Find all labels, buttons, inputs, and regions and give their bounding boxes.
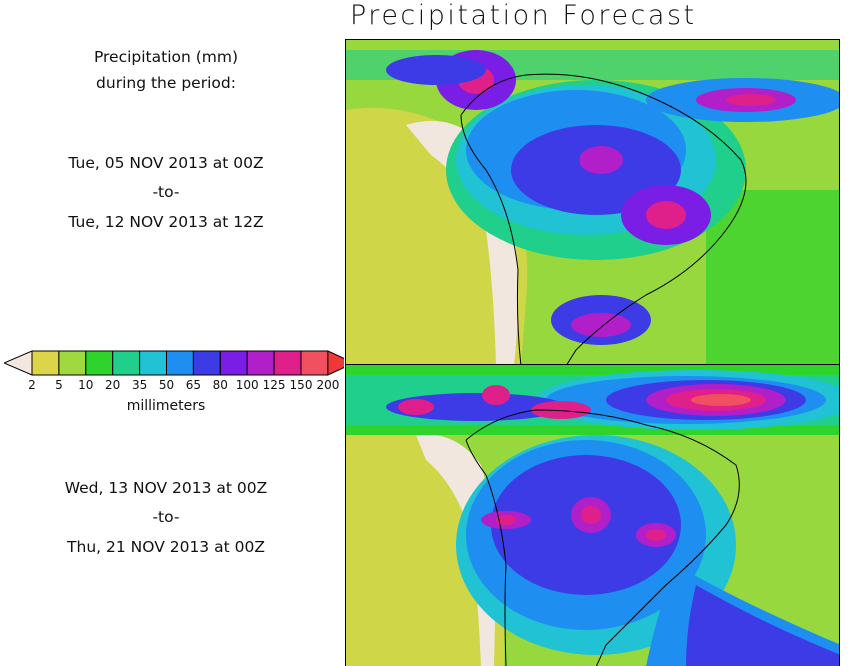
period1-start: Tue, 05 NOV 2013 at 00Z xyxy=(68,154,264,172)
map-week2 xyxy=(345,364,840,666)
page-title: Precipitation Forecast xyxy=(350,0,697,31)
legend-tick-label: 35 xyxy=(131,378,148,392)
legend-tick-label: 65 xyxy=(185,378,202,392)
legend-tick-label: 20 xyxy=(105,378,121,392)
header-line-2: during the period: xyxy=(96,74,236,92)
legend-swatch xyxy=(31,350,60,376)
legend-units: millimeters xyxy=(126,398,206,414)
legend-swatch xyxy=(85,350,114,376)
period1-separator: -to- xyxy=(152,183,180,201)
color-legend xyxy=(4,350,344,376)
legend-tick-label: 125 xyxy=(262,378,286,392)
legend-swatch xyxy=(112,350,141,376)
header-line-1: Precipitation (mm) xyxy=(93,48,239,66)
legend-swatch xyxy=(192,350,221,376)
legend-swatch xyxy=(246,350,275,376)
legend-tick-label: 200 xyxy=(316,378,340,392)
legend-tick-label: 50 xyxy=(158,378,175,392)
legend-tick-label: 5 xyxy=(55,378,63,392)
legend-tick-label: 10 xyxy=(78,378,94,392)
legend-tick-label: 2 xyxy=(28,378,36,392)
map-week1 xyxy=(345,39,840,365)
legend-swatch xyxy=(219,350,248,376)
legend-swatch xyxy=(139,350,168,376)
legend-swatch xyxy=(166,350,194,376)
period2-end: Thu, 21 NOV 2013 at 00Z xyxy=(67,538,265,556)
legend-tick-label: 150 xyxy=(289,378,313,392)
period2-start: Wed, 13 NOV 2013 at 00Z xyxy=(64,479,268,497)
period1-end: Tue, 12 NOV 2013 at 12Z xyxy=(68,213,264,231)
legend-ticks: 2 5 10 20 35 50 65 80 100 125 150 200 xyxy=(10,378,340,392)
legend-swatch xyxy=(273,350,302,376)
legend-swatch xyxy=(58,350,87,376)
legend-over-triangle xyxy=(327,350,344,376)
legend-swatch xyxy=(300,350,329,376)
legend-tick-label: 80 xyxy=(212,378,228,392)
period2-separator: -to- xyxy=(152,508,180,526)
legend-under-triangle xyxy=(4,350,33,376)
legend-tick-label: 100 xyxy=(235,378,259,392)
